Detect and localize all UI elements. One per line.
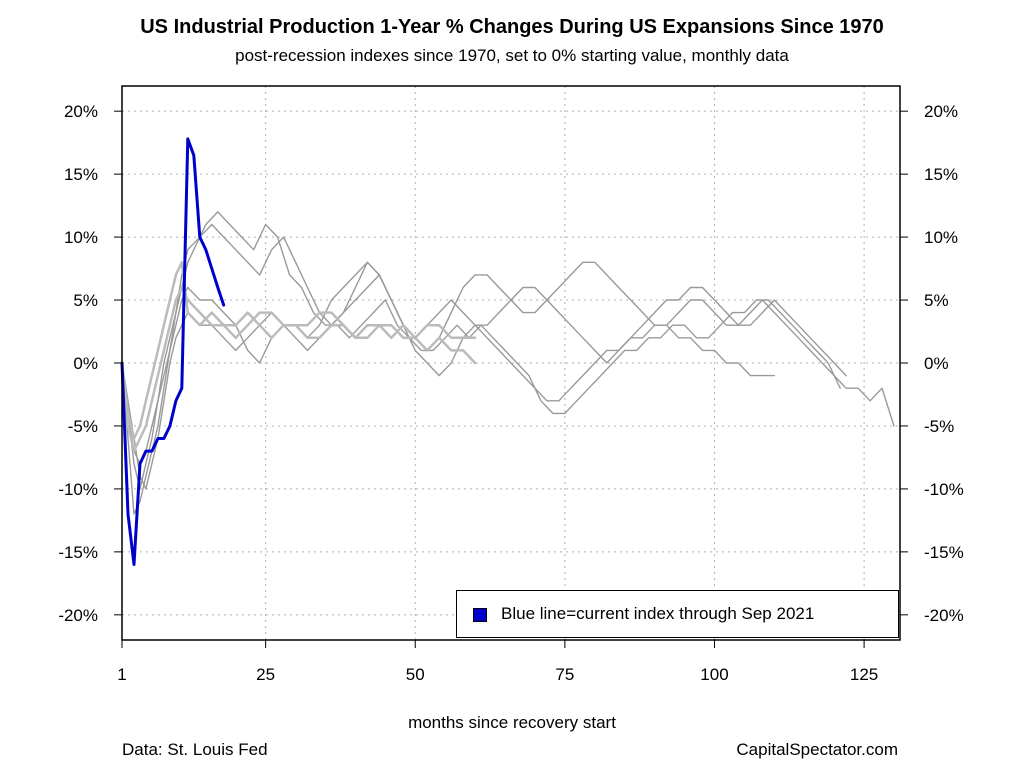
- series-layer: [120, 137, 895, 566]
- chart-title: US Industrial Production 1-Year % Change…: [140, 16, 884, 38]
- x-axis-label: months since recovery start: [408, 713, 616, 732]
- series-line-past: [121, 211, 841, 490]
- y-tick-label-left: -5%: [68, 417, 98, 436]
- y-tick-label-left: 15%: [64, 165, 98, 184]
- series-line-past: [121, 223, 895, 515]
- legend: Blue line=current index through Sep 2021: [456, 590, 899, 638]
- y-tick-label-right: -15%: [924, 543, 964, 562]
- y-tick-label-right: 15%: [924, 165, 958, 184]
- y-tick-label-right: -5%: [924, 417, 954, 436]
- x-tick-label: 100: [700, 665, 728, 684]
- x-tick-label: 125: [850, 665, 878, 684]
- x-tick-label: 75: [555, 665, 574, 684]
- y-tick-label-left: 20%: [64, 102, 98, 121]
- y-tick-label-right: -10%: [924, 480, 964, 499]
- x-tick-label: 50: [406, 665, 425, 684]
- y-tick-label-left: -10%: [58, 480, 98, 499]
- x-tick-label: 1: [117, 665, 126, 684]
- series-line-past: [120, 286, 477, 453]
- y-tick-label-right: 20%: [924, 102, 958, 121]
- legend-label: Blue line=current index through Sep 2021: [501, 604, 815, 623]
- series-line-current: [120, 137, 226, 566]
- y-tick-label-right: -20%: [924, 606, 964, 625]
- source-credit: Data: St. Louis Fed: [122, 740, 268, 759]
- y-tick-label-right: 5%: [924, 291, 949, 310]
- y-tick-label-left: 0%: [73, 354, 98, 373]
- series-line-past: [120, 261, 477, 440]
- chart-subtitle: post-recession indexes since 1970, set t…: [235, 46, 789, 65]
- y-tick-label-right: 0%: [924, 354, 949, 373]
- x-tick-label: 25: [256, 665, 275, 684]
- y-tick-label-right: 10%: [924, 228, 958, 247]
- series-line-past: [121, 261, 847, 490]
- site-credit: CapitalSpectator.com: [736, 740, 898, 759]
- y-tick-label-left: 5%: [73, 291, 98, 310]
- y-tick-label-left: -20%: [58, 606, 98, 625]
- y-tick-label-left: -15%: [58, 543, 98, 562]
- legend-swatch-current: [473, 608, 487, 622]
- y-tick-label-left: 10%: [64, 228, 98, 247]
